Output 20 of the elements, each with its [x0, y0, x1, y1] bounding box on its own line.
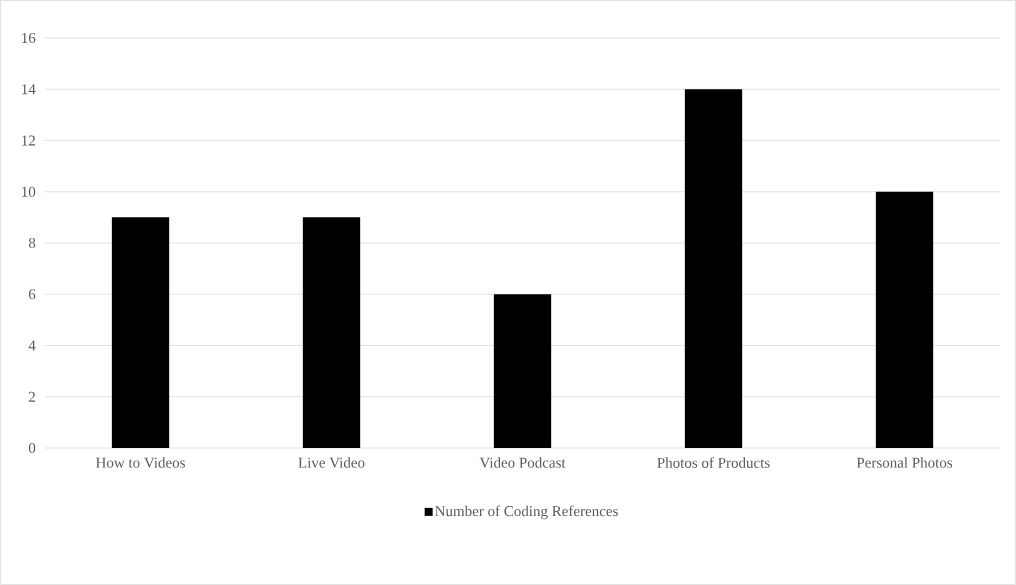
y-tick-label: 16	[22, 32, 36, 44]
x-tick-label: Photos of Products	[657, 457, 770, 468]
y-tick-label: 2	[28, 391, 35, 402]
y-tick-label: 10	[22, 186, 36, 197]
bar	[684, 89, 743, 448]
bar	[302, 217, 361, 448]
y-tick-label: 14	[22, 84, 36, 95]
y-tick-label: 4	[28, 340, 36, 351]
legend-label: Number of Coding References	[435, 505, 618, 520]
bar	[111, 217, 170, 448]
y-tick-label: 0	[28, 442, 36, 454]
bar	[875, 191, 934, 448]
y-tick-label: 6	[28, 289, 36, 300]
x-tick-label: Live Video	[298, 457, 365, 468]
bar	[493, 294, 552, 448]
y-tick-label: 8	[28, 237, 36, 249]
x-tick-label: Video Podcast	[479, 457, 566, 468]
x-tick-label: Personal Photos	[856, 457, 953, 468]
x-tick-label: How to Videos	[95, 457, 185, 468]
y-tick-label: 12	[22, 135, 35, 146]
